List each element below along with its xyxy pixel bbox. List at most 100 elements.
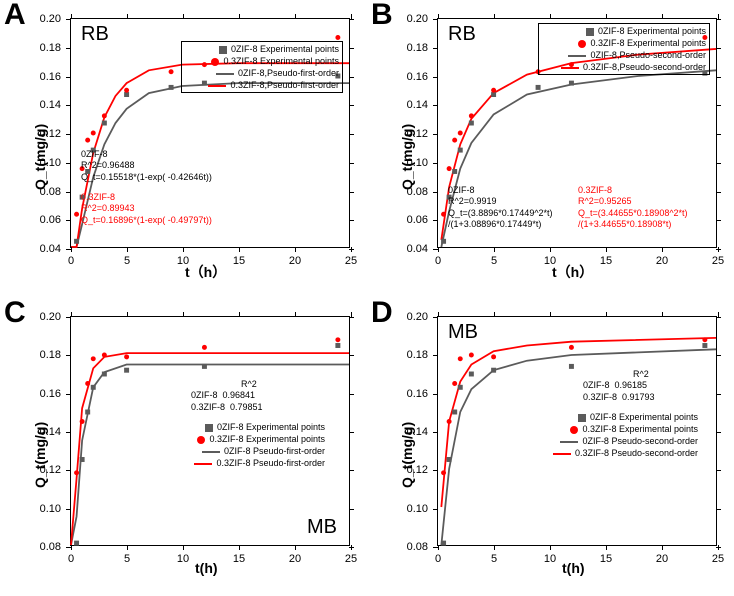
legend-line-icon <box>560 441 578 443</box>
data-point-1 <box>452 138 457 143</box>
legend-marker-icon <box>219 46 227 54</box>
data-point-0 <box>74 541 79 546</box>
ytick: 0.20 <box>394 13 428 25</box>
data-point-0 <box>469 121 474 126</box>
data-point-1 <box>335 337 340 342</box>
legend-item: 0ZIF-8,Pseudo-second-order <box>568 51 706 60</box>
data-point-1 <box>91 131 96 136</box>
legend-label: 0.3ZIF-8,Pseudo-second-order <box>583 63 706 72</box>
data-point-0 <box>124 368 129 373</box>
legend-line-icon <box>216 73 234 75</box>
inset-label-a: RB <box>81 23 109 46</box>
legend-label: 0ZIF-8 Pseudo-second-order <box>582 437 698 446</box>
data-point-0 <box>102 121 107 126</box>
legend-item: 0ZIF-8 Pseudo-second-order <box>560 437 698 446</box>
ytick: 0.08 <box>394 541 428 553</box>
xtick: 0 <box>435 553 441 565</box>
xtick: 5 <box>491 553 497 565</box>
legend-item: 0.3ZIF-8 Experimental points <box>197 435 325 444</box>
legend-item: 0ZIF-8 Experimental points <box>219 45 339 54</box>
anno-header: R^2 <box>583 369 655 380</box>
ytick: 0.18 <box>27 42 61 54</box>
xlabel-c: t(h) <box>195 560 218 576</box>
plot-d: MB R^20ZIF-8 0.961850.3ZIF-8 0.91793 051… <box>437 316 717 546</box>
data-point-1 <box>102 113 107 118</box>
data-point-0 <box>452 410 457 415</box>
ytick: 0.18 <box>27 349 61 361</box>
xtick: 20 <box>656 553 668 565</box>
data-point-0 <box>569 81 574 86</box>
legend-line-icon <box>553 453 571 455</box>
xtick: 20 <box>289 255 301 267</box>
panel-letter-b: B <box>371 0 393 32</box>
legend-label: 0.3ZIF-8 Pseudo-first-order <box>216 459 325 468</box>
legend-item: 0ZIF-8 Experimental points <box>586 27 706 36</box>
xlabel-b: t（h） <box>552 262 593 282</box>
anno-a-1: 0.3ZIF-8R^2=0.89943Q_t=0.16896*(1-exp( -… <box>81 192 212 226</box>
plot-a: RB 0ZIF-8R^2=0.96488Q_t=0.15518*(1-exp( … <box>70 18 350 248</box>
ytick: 0.16 <box>27 71 61 83</box>
anno-line: Q_t=(3.44655*0.18908^2*t) <box>578 208 688 219</box>
legend-line-icon <box>568 55 586 57</box>
xtick: 10 <box>177 553 189 565</box>
data-point-1 <box>447 419 452 424</box>
legend-label: 0.3ZIF-8 Pseudo-second-order <box>575 449 698 458</box>
data-point-0 <box>91 385 96 390</box>
anno-line: 0ZIF-8 <box>81 149 212 160</box>
xtick: 0 <box>68 553 74 565</box>
panel-letter-a: A <box>4 0 26 32</box>
legend-item: 0ZIF-8 Experimental points <box>578 413 698 422</box>
data-point-0 <box>85 410 90 415</box>
anno-line: R^2=0.96488 <box>81 160 212 171</box>
legend-item: 0.3ZIF-8 Experimental points <box>211 57 339 66</box>
ytick: 0.14 <box>394 99 428 111</box>
ylabel-a: Q_t(mg/g) <box>32 124 48 190</box>
anno-line: 0.3ZIF-8 <box>81 192 212 203</box>
legend-line-icon <box>561 67 579 69</box>
legend-item: 0.3ZIF-8 Experimental points <box>578 39 706 48</box>
data-point-1 <box>469 353 474 358</box>
data-point-1 <box>85 381 90 386</box>
legend-marker-icon <box>211 58 219 66</box>
data-point-1 <box>74 212 79 217</box>
data-point-1 <box>124 354 129 359</box>
legend-label: 0.3ZIF-8 Experimental points <box>582 425 698 434</box>
legend-marker-icon <box>578 414 586 422</box>
legend-marker-icon <box>586 28 594 36</box>
data-point-0 <box>102 372 107 377</box>
data-point-0 <box>80 457 85 462</box>
xlabel-a: t（h） <box>185 262 226 282</box>
xtick: 15 <box>233 255 245 267</box>
anno-d: R^20ZIF-8 0.961850.3ZIF-8 0.91793 <box>583 369 655 403</box>
anno-a-0: 0ZIF-8R^2=0.96488Q_t=0.15518*(1-exp( -0.… <box>81 149 212 183</box>
ytick: 0.10 <box>394 503 428 515</box>
data-point-1 <box>102 353 107 358</box>
xtick: 25 <box>712 255 724 267</box>
anno-line: Q_t=0.16896*(1-exp( -0.49797t)) <box>81 215 212 226</box>
xtick: 0 <box>68 255 74 267</box>
legend-item: 0.3ZIF-8,Pseudo-first-order <box>208 81 339 90</box>
panel-a: A RB 0ZIF-8R^2=0.96488Q_t=0.15518*(1-exp… <box>0 0 367 298</box>
data-point-0 <box>169 85 174 90</box>
data-point-1 <box>458 131 463 136</box>
data-point-1 <box>335 35 340 40</box>
ytick: 0.20 <box>27 311 61 323</box>
data-point-1 <box>458 356 463 361</box>
xtick: 5 <box>491 255 497 267</box>
legend-line-icon <box>208 85 226 87</box>
legend-marker-icon <box>578 40 586 48</box>
legend-item: 0ZIF-8,Pseudo-first-order <box>216 69 339 78</box>
ytick: 0.16 <box>27 388 61 400</box>
ytick: 0.20 <box>27 13 61 25</box>
legend-item: 0ZIF-8 Pseudo-first-order <box>202 447 325 456</box>
data-point-1 <box>469 113 474 118</box>
legend-label: 0.3ZIF-8,Pseudo-first-order <box>230 81 339 90</box>
ytick: 0.18 <box>394 42 428 54</box>
legend-label: 0.3ZIF-8 Experimental points <box>209 435 325 444</box>
anno-header: R^2 <box>191 379 263 390</box>
legend-label: 0ZIF-8,Pseudo-second-order <box>590 51 706 60</box>
anno-row: 0.3ZIF-8 0.79851 <box>191 402 263 413</box>
data-point-1 <box>91 356 96 361</box>
legend-item: 0.3ZIF-8 Pseudo-second-order <box>553 449 698 458</box>
data-point-1 <box>452 381 457 386</box>
